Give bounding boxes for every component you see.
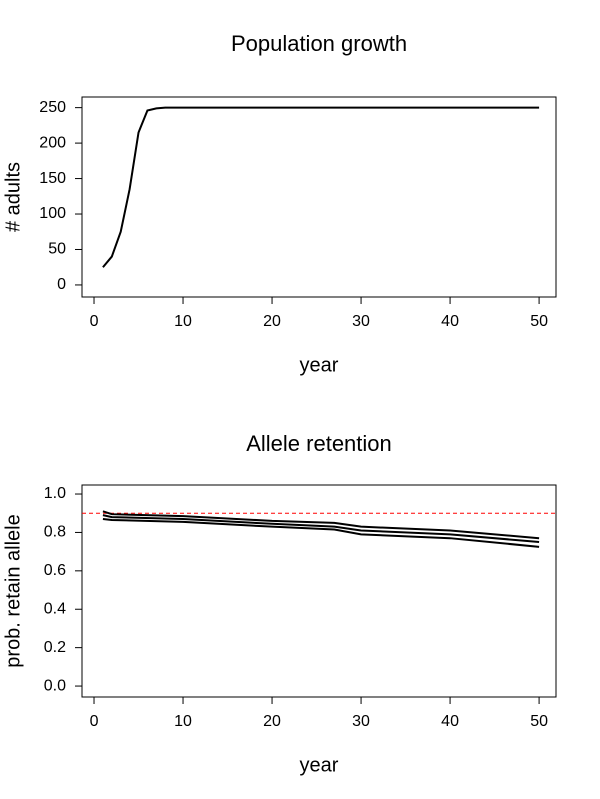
y-tick-label: 150: [39, 170, 66, 187]
plot-box: [81, 96, 557, 298]
y-tick-label: 50: [48, 241, 66, 258]
x-tick-label: 10: [174, 713, 192, 730]
y-tick-label: 0.0: [44, 677, 66, 694]
x-tick-label: 0: [90, 713, 99, 730]
y-tick-label: 0: [57, 276, 66, 293]
x-axis-label: year: [300, 754, 339, 776]
x-tick-label: 0: [90, 313, 99, 330]
x-tick-label: 40: [441, 313, 459, 330]
x-tick-label: 30: [352, 713, 370, 730]
y-tick-label: 100: [39, 205, 66, 222]
x-tick-label: 30: [352, 313, 370, 330]
data-line: [102, 514, 540, 544]
x-tick-label: 20: [263, 313, 281, 330]
chart-title: Allele retention: [246, 431, 392, 456]
y-tick-label: 0.6: [44, 562, 66, 579]
y-tick-label: 0.4: [44, 600, 66, 617]
y-tick-label: 250: [39, 99, 66, 116]
y-tick-label: 200: [39, 134, 66, 151]
data-line: [102, 510, 540, 540]
data-line: [102, 106, 540, 268]
x-tick-label: 10: [174, 313, 192, 330]
y-axis-label: prob. retain allele: [2, 514, 24, 667]
y-axis-label: # adults: [2, 162, 24, 232]
x-tick-label: 20: [263, 713, 281, 730]
data-line: [102, 517, 540, 548]
x-axis-label: year: [300, 354, 339, 376]
x-tick-label: 40: [441, 713, 459, 730]
x-tick-label: 50: [530, 313, 548, 330]
x-tick-label: 50: [530, 713, 548, 730]
chart-title: Population growth: [231, 31, 407, 56]
y-tick-label: 0.8: [44, 524, 66, 541]
y-tick-label: 1.0: [44, 485, 66, 502]
plot-box: [81, 484, 557, 698]
y-tick-label: 0.2: [44, 639, 66, 656]
